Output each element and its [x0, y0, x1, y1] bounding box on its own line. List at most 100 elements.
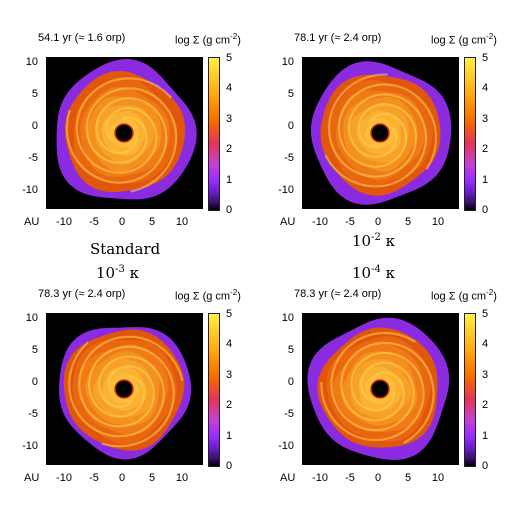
spiral-arm [320, 351, 425, 442]
x-tick-label: -5 [89, 216, 99, 228]
surface-density-map [302, 57, 459, 209]
y-tick-label: -10 [22, 440, 38, 452]
colorbar-tick-label: 1 [226, 430, 233, 442]
colorbar-tick-label: 0 [482, 204, 489, 216]
spiral-arm [75, 77, 173, 174]
x-tick-label: 5 [148, 472, 156, 484]
spiral-arm [87, 345, 176, 448]
disk-panel-4: 78.3 yr (≈ 2.4 orp) log Σ (g cm-2) AU 10… [256, 256, 512, 512]
spiral-arm [68, 341, 166, 438]
y-tick-label: 5 [31, 344, 38, 356]
colorbar-tick-label: 3 [226, 113, 233, 125]
colorbar-tick-label: 5 [226, 308, 233, 320]
x-tick-label: -10 [56, 472, 72, 484]
colorbar-tick-label: 3 [482, 113, 489, 125]
colorbar [208, 313, 220, 467]
y-tick-label: 5 [287, 88, 294, 100]
surface-density-map [46, 57, 203, 209]
disk-panel-3: 78.3 yr (≈ 2.4 orp) log Σ (g cm-2) AU 10… [0, 256, 256, 512]
colorbar-tick-label: 4 [226, 338, 233, 350]
model-label-1e-4-kappa: 10-4 κ [352, 264, 395, 282]
x-tick-label: 5 [404, 472, 412, 484]
colorbar-tick-label: 5 [482, 308, 489, 320]
x-tick-label: -5 [345, 216, 355, 228]
y-tick-label: -5 [284, 152, 294, 164]
inner-cavity [114, 379, 134, 399]
x-unit-label: AU [280, 472, 296, 484]
y-tick-label: 0 [31, 376, 38, 388]
x-tick-label: -5 [345, 472, 355, 484]
y-tick-label: -10 [278, 440, 294, 452]
colorbar-title: log Σ (g cm-2) [175, 288, 241, 303]
colorbar [208, 57, 220, 211]
y-tick-label: 0 [287, 376, 294, 388]
colorbar-tick-label: 2 [482, 399, 489, 411]
x-tick-label: -10 [56, 216, 72, 228]
x-tick-label: 0 [118, 216, 126, 228]
x-tick-label: 5 [148, 216, 156, 228]
y-tick-label: 0 [287, 120, 294, 132]
colorbar-tick-label: 4 [482, 338, 489, 350]
surface-density-map [302, 313, 459, 465]
y-tick-label: 10 [25, 56, 38, 68]
inner-cavity [370, 123, 390, 143]
colorbar-tick-label: 1 [226, 174, 233, 186]
y-tick-label: 10 [281, 312, 294, 324]
colorbar-title: log Σ (g cm-2) [431, 32, 497, 47]
y-tick-label: 10 [25, 312, 38, 324]
colorbar-tick-label: 4 [226, 82, 233, 94]
y-tick-label: -10 [22, 184, 38, 196]
y-tick-label: 0 [31, 120, 38, 132]
x-tick-label: 10 [175, 472, 189, 484]
colorbar-tick-label: 3 [482, 369, 489, 381]
colorbar [464, 313, 476, 467]
colorbar-tick-label: 5 [482, 52, 489, 64]
spiral-arm [327, 73, 418, 178]
disk-panel-1: 54.1 yr (≈ 1.6 orp) log Σ (g cm-2) AU 10… [0, 0, 256, 256]
model-label-1e-2-kappa: 10-2 κ [352, 232, 395, 250]
y-tick-label: -5 [28, 152, 38, 164]
surface-density-map [46, 313, 203, 465]
inner-cavity [114, 123, 134, 143]
colorbar-title: log Σ (g cm-2) [431, 288, 497, 303]
colorbar-tick-label: 3 [226, 369, 233, 381]
x-tick-label: -10 [312, 216, 328, 228]
x-tick-label: 0 [118, 472, 126, 484]
x-tick-label: -5 [89, 472, 99, 484]
x-tick-label: 10 [431, 472, 445, 484]
x-tick-label: 10 [431, 216, 445, 228]
snapshot-time: 54.1 yr (≈ 1.6 orp) [38, 32, 126, 44]
model-label-1e-3-kappa: 10-3 κ [96, 264, 139, 282]
x-tick-label: 5 [404, 216, 412, 228]
x-tick-label: -10 [312, 472, 328, 484]
y-tick-label: -5 [284, 408, 294, 420]
spiral-arm [340, 341, 435, 445]
colorbar-title: log Σ (g cm-2) [175, 32, 241, 47]
x-tick-label: 0 [374, 216, 382, 228]
spiral-arm [330, 331, 417, 432]
colorbar-tick-label: 0 [482, 460, 489, 472]
spiral-arm [85, 87, 178, 193]
colorbar-tick-label: 1 [482, 430, 489, 442]
x-unit-label: AU [24, 216, 40, 228]
spiral-arm [65, 96, 168, 184]
colorbar-tick-label: 0 [226, 204, 233, 216]
colorbar-tick-label: 5 [226, 52, 233, 64]
x-tick-label: 0 [374, 472, 382, 484]
x-tick-label: 10 [175, 216, 189, 228]
y-tick-label: 5 [31, 88, 38, 100]
colorbar [464, 57, 476, 211]
snapshot-time: 78.1 yr (≈ 2.4 orp) [294, 32, 382, 44]
colorbar-tick-label: 4 [482, 82, 489, 94]
colorbar-tick-label: 2 [482, 143, 489, 155]
x-unit-label: AU [24, 472, 40, 484]
y-tick-label: -5 [28, 408, 38, 420]
inner-cavity [370, 379, 390, 399]
model-label-standard: Standard [90, 240, 161, 258]
spiral-arm [78, 335, 184, 428]
colorbar-tick-label: 2 [226, 143, 233, 155]
y-tick-label: 10 [281, 56, 294, 68]
colorbar-tick-label: 0 [226, 460, 233, 472]
colorbar-tick-label: 1 [482, 174, 489, 186]
colorbar-tick-label: 2 [226, 399, 233, 411]
